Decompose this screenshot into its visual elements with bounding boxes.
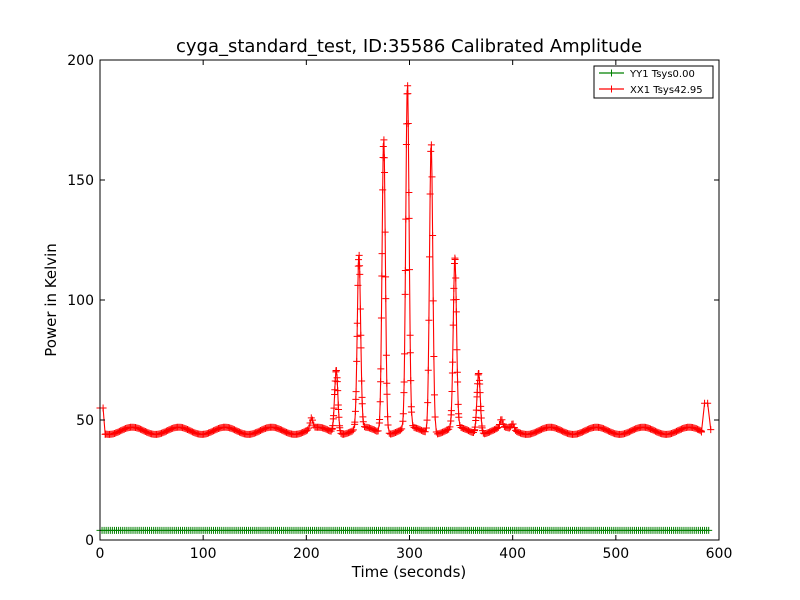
y-axis-label: Power in Kelvin (42, 243, 60, 357)
y-tick-label: 0 (85, 533, 94, 549)
x-tick-label: 0 (96, 546, 105, 562)
x-tick-label: 300 (396, 546, 423, 562)
x-axis-label: Time (seconds) (351, 563, 467, 581)
x-tick-label: 100 (190, 546, 217, 562)
y-tick-label: 200 (67, 53, 94, 69)
y-tick-label: 150 (67, 173, 94, 189)
legend-entry-xx1: XX1 Tsys42.95 (599, 85, 703, 96)
legend: YY1 Tsys0.00 XX1 Tsys42.95 (593, 65, 714, 99)
legend-box (593, 65, 714, 99)
legend-marker-yy1 (608, 69, 615, 77)
x-tick-label: 200 (293, 546, 320, 562)
x-tick-label: 600 (706, 546, 733, 562)
x-tick-label: 400 (499, 546, 526, 562)
y-tick-label: 100 (67, 293, 94, 309)
series-yy1 (96, 526, 713, 534)
x-tick-label: 500 (602, 546, 629, 562)
legend-label-xx1: XX1 Tsys42.95 (630, 85, 703, 96)
legend-marker-xx1 (608, 85, 615, 93)
legend-label-yy1: YY1 Tsys0.00 (629, 69, 695, 80)
legend-entry-yy1: YY1 Tsys0.00 (599, 69, 695, 80)
y-tick-label: 50 (76, 413, 94, 429)
ticks-layer: 0 100 200 300 400 500 600 0 50 100 150 200 (67, 53, 732, 562)
chart-title: cyga_standard_test, ID:35586 Calibrated … (176, 36, 642, 57)
